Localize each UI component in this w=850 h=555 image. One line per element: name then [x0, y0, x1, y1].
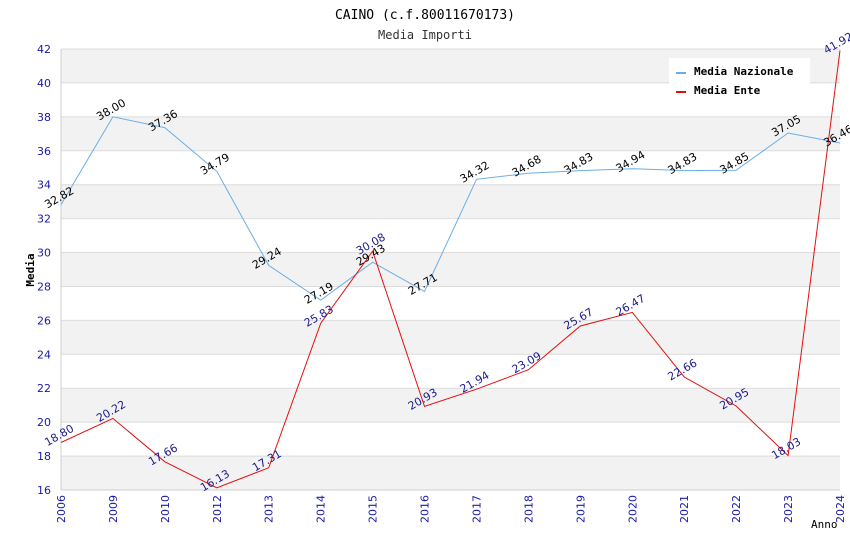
y-tick-label: 16 — [37, 484, 51, 497]
grid-band — [61, 456, 840, 490]
grid-band — [61, 184, 840, 219]
grid-band — [61, 354, 840, 389]
y-tick-label: 36 — [37, 145, 51, 158]
grid-lines — [61, 48, 840, 491]
y-tick-label: 38 — [37, 111, 51, 124]
y-tick-label: 30 — [37, 247, 51, 260]
y-tick-label: 26 — [37, 314, 51, 327]
x-tick-label: 2014 — [315, 495, 328, 523]
x-tick-label: 2009 — [107, 495, 120, 523]
y-tick-label: 18 — [37, 450, 51, 463]
y-tick-label: 32 — [37, 213, 51, 226]
grid-band — [61, 422, 840, 457]
x-tick-label: 2010 — [159, 495, 172, 523]
grid-band — [61, 116, 840, 151]
x-tick-label: 2021 — [678, 495, 691, 523]
grid-band — [61, 320, 840, 355]
x-axis-label: Anno — [811, 518, 838, 531]
y-tick-labels: 16 18 20 22 24 26 28 30 32 34 36 38 40 42 — [37, 43, 51, 497]
x-tick-label: 2022 — [730, 495, 743, 523]
legend-label-media-nazionale: Media Nazionale — [694, 65, 794, 78]
x-tick-label: 2020 — [626, 495, 639, 523]
y-tick-label: 34 — [37, 179, 51, 192]
grid-band — [61, 150, 840, 185]
legend-label-media-ente: Media Ente — [694, 84, 761, 97]
series-line-media-ente — [60, 50, 841, 489]
series-lines — [60, 50, 841, 489]
x-tick-label: 2013 — [263, 495, 276, 523]
grid-band — [61, 286, 840, 321]
grid-band — [61, 252, 840, 287]
y-tick-label: 22 — [37, 382, 51, 395]
x-tick-label: 2024 — [834, 495, 847, 523]
x-tick-labels: 2006 2009 2010 2012 2013 2014 2015 2016 2017 2018… — [55, 495, 847, 523]
x-tick-label: 2023 — [782, 495, 795, 523]
y-tick-label: 20 — [37, 416, 51, 429]
x-tick-label: 2017 — [470, 495, 483, 523]
legend-box — [669, 58, 810, 102]
series-line-media-nazionale — [60, 116, 841, 301]
grid-band — [61, 388, 840, 423]
y-tick-label: 42 — [37, 43, 51, 56]
y-tick-label: 28 — [37, 280, 51, 293]
x-tick-label: 2018 — [522, 495, 535, 523]
legend: Media Nazionale Media Ente — [669, 58, 810, 102]
chart-subtitle: Media Importi — [378, 28, 472, 42]
y-tick-label: 40 — [37, 77, 51, 90]
chart-title: CAINO (c.f.80011670173) — [335, 8, 515, 23]
y-tick-label: 24 — [37, 348, 51, 361]
x-tick-label: 2015 — [367, 495, 380, 523]
x-tick-label: 2019 — [574, 495, 587, 523]
x-tick-label: 2006 — [55, 495, 68, 523]
x-tick-label: 2012 — [211, 495, 224, 523]
x-tick-label: 2016 — [419, 495, 432, 523]
axes — [60, 49, 840, 491]
y-axis-label: Media — [24, 253, 37, 286]
